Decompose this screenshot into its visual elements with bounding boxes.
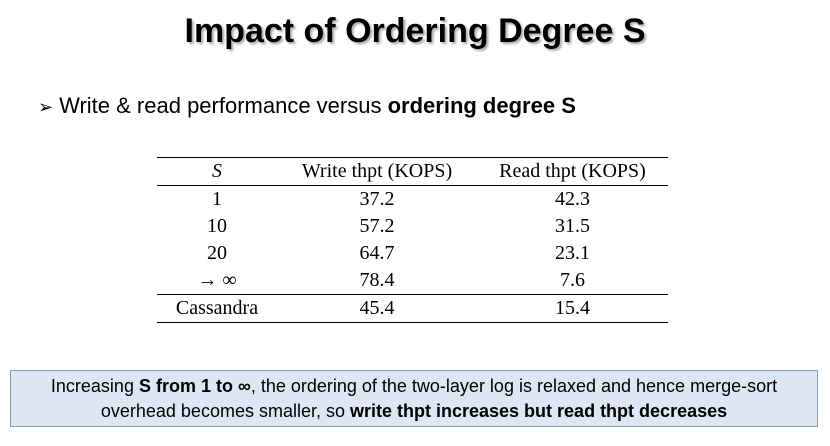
bullet-marker: ➢	[38, 97, 54, 117]
summary-box: Increasing S from 1 to ∞, the ordering o…	[10, 370, 818, 427]
table-cell: 10	[207, 215, 227, 237]
results-table: S Write thpt (KOPS) Read thpt (KOPS) 1 37.2…	[157, 157, 668, 323]
table-cell: 57.2	[359, 215, 395, 237]
header-cell: Write thpt (KOPS)	[301, 160, 453, 182]
bullet: ➢ Write & read performance versus orderin…	[38, 93, 576, 119]
note-emphasis: S from 1 to ∞	[138, 376, 251, 396]
table-cell: 15.4	[555, 297, 590, 319]
table-cell: 37.2	[359, 188, 395, 210]
table-cell: → ∞	[197, 269, 237, 291]
table-cell: 64.7	[359, 242, 395, 264]
table-row: → ∞ 78.4 7.6	[157, 267, 668, 295]
table-cell: 1	[212, 188, 222, 210]
table-cell: 20	[207, 242, 227, 264]
table-cell: 23.1	[555, 242, 590, 264]
bullet-emphasis: ordering degree S	[387, 93, 576, 118]
header-cell: S	[212, 160, 222, 182]
table-row: 10 57.2 31.5	[157, 213, 668, 240]
bullet-text: Write & read performance versus	[59, 93, 388, 118]
table-body: 1 37.2 42.3 10 57.2 31.5 20 64.7 23.1 → ∞ 78.4 7.6 C…	[157, 186, 668, 323]
table-cell: 31.5	[555, 215, 590, 237]
note-text: , the ordering of the two-layer log is r…	[100, 376, 778, 421]
table-row: Cassandra 45.4 15.4	[157, 294, 668, 323]
header-row: S Write thpt (KOPS) Read thpt (KOPS)	[157, 157, 668, 186]
table-cell: 78.4	[359, 269, 395, 291]
table-row: 1 37.2 42.3	[157, 186, 668, 214]
header-cell: Read thpt (KOPS)	[499, 160, 646, 182]
slide-title: Impact of Ordering Degree S	[184, 12, 646, 50]
table-cell: 45.4	[359, 297, 395, 319]
table-row: 20 64.7 23.1	[157, 240, 668, 267]
table-cell: 42.3	[555, 188, 590, 210]
note-emphasis: write thpt increases but read thpt decre…	[350, 401, 728, 421]
table-cell: 7.6	[560, 269, 585, 291]
table-cell: Cassandra	[175, 297, 259, 319]
note-text: Increasing	[50, 376, 139, 396]
